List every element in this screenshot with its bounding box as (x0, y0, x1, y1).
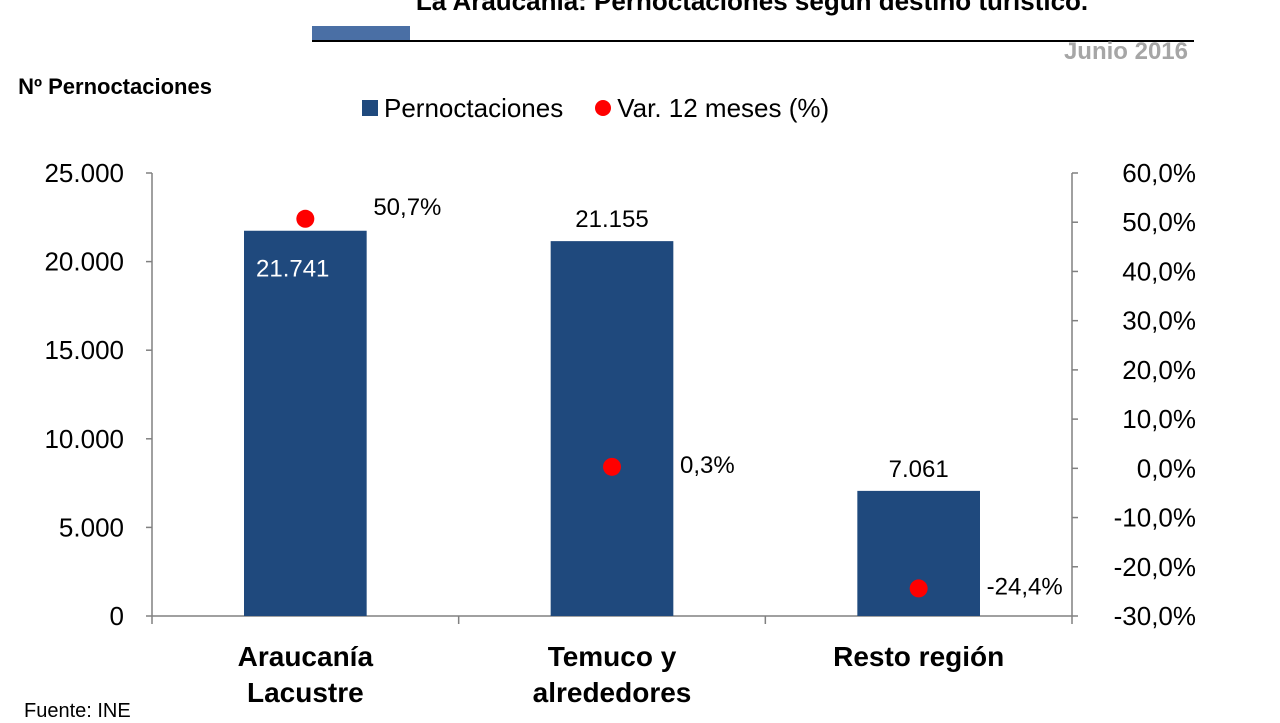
legend: Pernoctaciones Var. 12 meses (%) (362, 90, 861, 126)
chart-title: La Araucanía: Pernoctaciones según desti… (415, 0, 1089, 16)
variation-point (603, 457, 621, 476)
bar (550, 241, 674, 616)
bar-value-label: 21.741 (256, 256, 329, 283)
chart-subtitle: Junio 2016 (1063, 38, 1188, 65)
y2-tick-label: 30,0% (1122, 306, 1196, 336)
title-accent-bar (312, 26, 410, 42)
legend-swatch-dot (595, 100, 612, 116)
y2-tick-label: 60,0% (1122, 158, 1196, 188)
x-category-label: Temuco y (548, 641, 677, 672)
y2-tick-label: 0,0% (1137, 453, 1196, 483)
x-category-label: Araucanía (238, 641, 374, 672)
y2-tick-label: 40,0% (1122, 256, 1196, 286)
legend-label-variacion: Var. 12 meses (%) (617, 92, 830, 123)
y-tick-label: 10.000 (44, 424, 124, 454)
legend-swatch-bar (362, 100, 378, 116)
y-tick-label: 5.000 (59, 512, 124, 542)
x-category-label: Resto región (833, 641, 1004, 672)
y2-tick-label: 20,0% (1122, 355, 1196, 385)
y2-tick-label: 50,0% (1122, 207, 1196, 237)
x-category-label: Lacustre (247, 677, 364, 708)
variation-label: 0,3% (680, 452, 735, 479)
bar (244, 230, 367, 616)
legend-item-pernoctaciones: Pernoctaciones (362, 93, 563, 124)
y2-tick-label: -10,0% (1114, 503, 1196, 533)
variation-point (296, 209, 315, 228)
y-tick-label: 20.000 (44, 247, 124, 277)
legend-item-variacion: Var. 12 meses (%) (595, 93, 829, 124)
y-tick-label: 25.000 (44, 158, 124, 188)
source-note: Fuente: INE (24, 700, 131, 722)
y-tick-label: 15.000 (44, 335, 124, 365)
y-tick-label: 0 (110, 601, 124, 631)
bar-value-label: 7.061 (889, 456, 949, 483)
y2-tick-label: -20,0% (1114, 552, 1196, 582)
x-category-label: alrededores (533, 677, 692, 708)
y2-tick-label: 10,0% (1122, 404, 1196, 434)
title-rule (312, 40, 1194, 42)
y-axis-label: Nº Pernoctaciones (18, 74, 212, 99)
variation-point (909, 579, 928, 598)
bar-value-label: 21.155 (575, 206, 648, 233)
variation-label: -24,4% (987, 573, 1063, 600)
legend-label-pernoctaciones: Pernoctaciones (384, 92, 564, 123)
y2-tick-label: -30,0% (1114, 601, 1196, 631)
variation-label: 50,7% (373, 194, 441, 221)
